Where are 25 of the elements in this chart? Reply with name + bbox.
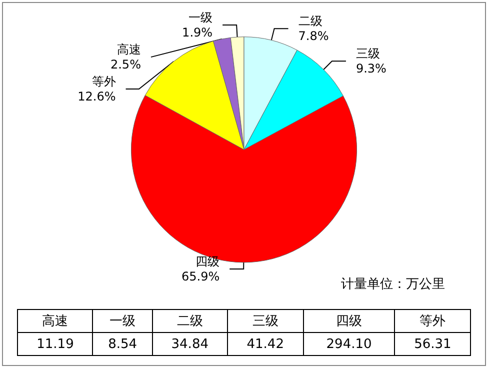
category-label: 一级 — [110, 314, 136, 329]
text: 41.42 — [228, 332, 304, 356]
data-label: 9.3% — [356, 62, 386, 76]
category-label: 高速 — [42, 314, 68, 329]
slice-label: 等外 — [92, 74, 116, 89]
data-label: 12.6% — [78, 90, 116, 104]
data-label: 1.9% — [182, 26, 213, 40]
slice-label: 高速 — [116, 42, 141, 57]
text: 计量单位：万公里 — [341, 276, 445, 293]
text: 56.31 — [394, 332, 470, 356]
text: 34.84 — [152, 332, 228, 356]
slice-label: 四级 — [196, 254, 220, 268]
slice-label: 二级 — [298, 14, 322, 28]
text: 8.54 — [92, 332, 152, 356]
slice-label: 四级 — [303, 310, 395, 332]
slice-label: 一级 — [188, 10, 213, 25]
slice-label: 三级 — [356, 46, 380, 61]
text: 294.10 — [303, 332, 395, 356]
text: 11.19 — [18, 332, 93, 356]
category-label: 二级 — [176, 314, 203, 329]
category-label: 等外 — [420, 314, 446, 329]
data-label: 7.8% — [298, 29, 329, 44]
data-label: 65.9% — [181, 270, 220, 284]
data-label: 2.5% — [110, 58, 141, 72]
category-label: 三级 — [252, 314, 278, 329]
